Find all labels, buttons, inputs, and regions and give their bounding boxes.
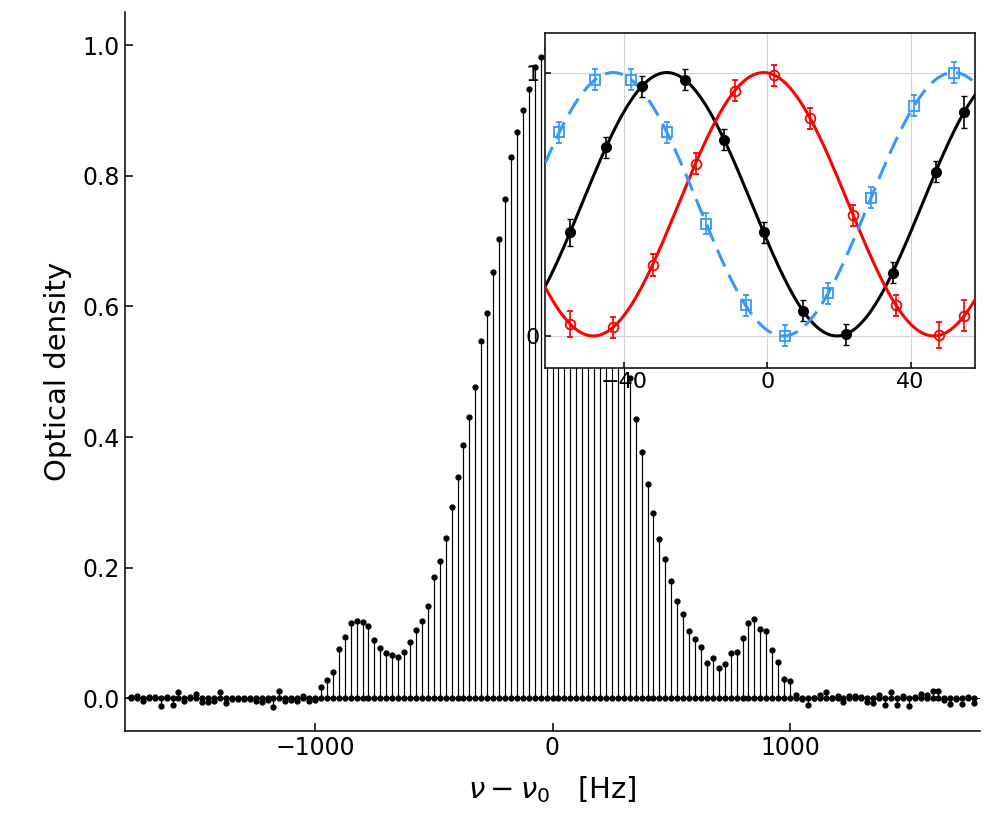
X-axis label: $\nu - \nu_0$   [Hz]: $\nu - \nu_0$ [Hz] [468, 774, 637, 805]
Y-axis label: Optical density: Optical density [44, 262, 72, 482]
